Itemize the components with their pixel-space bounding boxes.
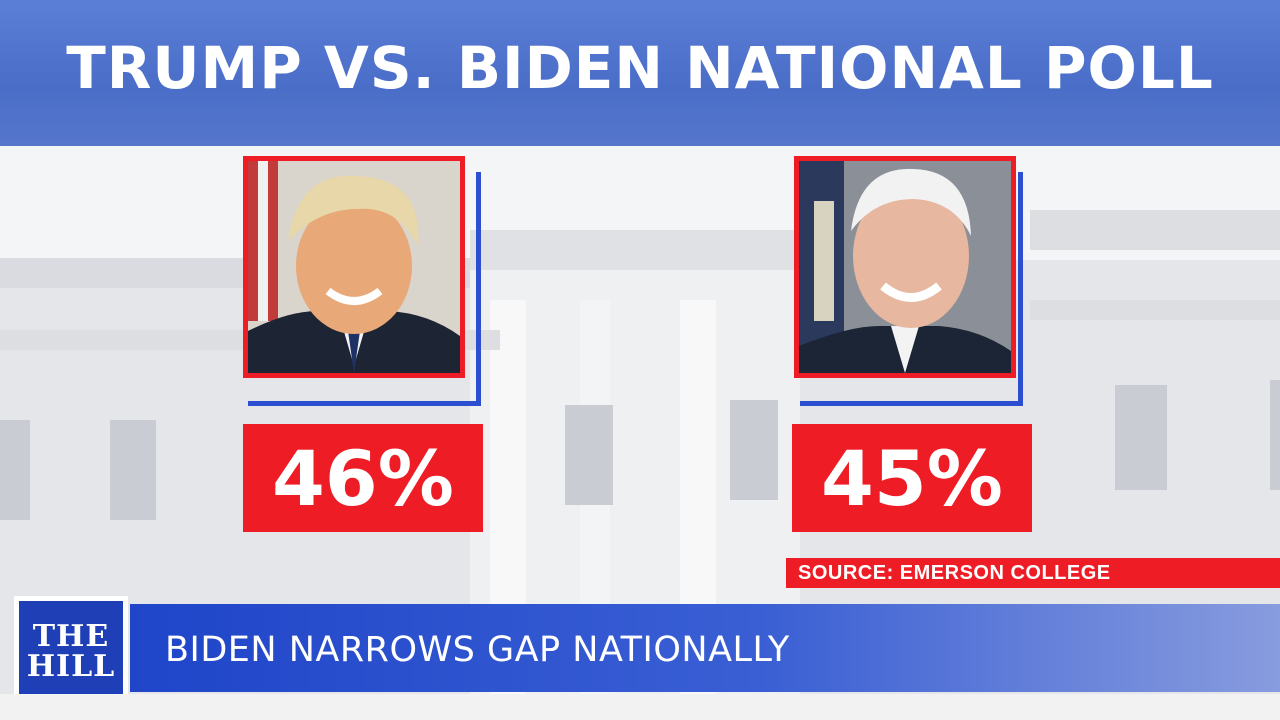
biden-percent-box: 45% [792, 424, 1032, 532]
biden-portrait-image [799, 161, 1011, 373]
the-hill-logo-mark: THE HILL [19, 601, 123, 703]
photo-accent-bottom [800, 401, 1023, 406]
bottom-strip [0, 694, 1280, 720]
photo-accent-right [476, 172, 481, 404]
header-bar: TRUMP VS. BIDEN NATIONAL POLL [0, 0, 1280, 146]
logo-text-hill: HILL [26, 649, 116, 684]
source-label: SOURCE: EMERSON COLLEGE [786, 558, 1280, 588]
trump-percent-box: 46% [243, 424, 483, 532]
page-title: TRUMP VS. BIDEN NATIONAL POLL [66, 34, 1214, 102]
headline-bar [130, 604, 1280, 692]
biden-portrait [794, 156, 1016, 378]
headline-text: BIDEN NARROWS GAP NATIONALLY [165, 630, 790, 670]
photo-accent-bottom [248, 401, 481, 406]
trump-portrait-image [248, 161, 460, 373]
logo-text-the: THE [32, 619, 110, 654]
biden-percent: 45% [821, 433, 1003, 523]
lower-third: THE HILL BIDEN NARROWS GAP NATIONALLY [0, 596, 1280, 708]
trump-portrait [243, 156, 465, 378]
trump-percent: 46% [272, 433, 454, 523]
photo-accent-right [1018, 172, 1023, 404]
